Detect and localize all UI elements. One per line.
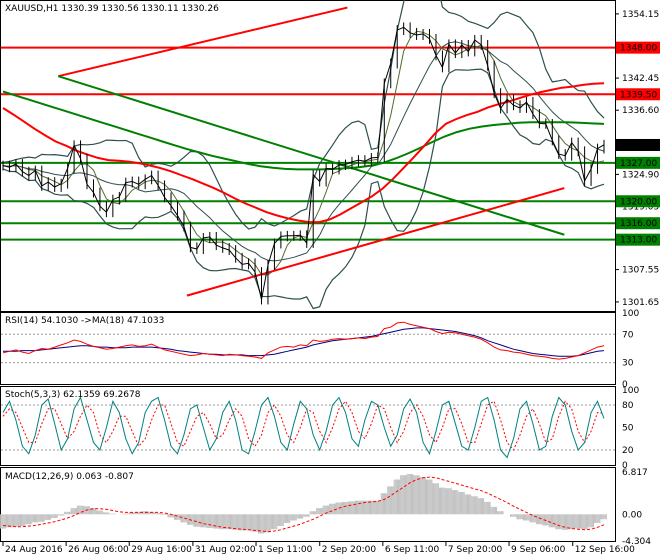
- stoch-tick-label: 100: [622, 386, 639, 396]
- y-tick-label: 1319.05: [622, 202, 659, 212]
- x-axis: 24 Aug 2016 26 Aug 06:00 29 Aug 16:00 31 Au…: [2, 542, 635, 555]
- x-tick-label: 1 Sep 11:00: [258, 545, 313, 555]
- trendline: [57, 75, 565, 236]
- rsi-line: [2, 321, 605, 360]
- x-tick-label: 31 Aug 02:00: [195, 545, 256, 555]
- level-label-box: [616, 217, 660, 230]
- bollinger-mid: [2, 41, 605, 262]
- x-tick-label: 29 Aug 16:00: [131, 545, 192, 555]
- x-tick-label: 12 Sep 16:00: [575, 545, 635, 555]
- stoch-panel: 100 80 50 20 0: [1, 386, 639, 471]
- rsi-tick-label: 70: [622, 330, 634, 340]
- level-label-box: [616, 88, 660, 101]
- macd-panel-frame: [0, 467, 616, 542]
- macd-tick-label: 6.817: [622, 468, 648, 478]
- level-label: 1327.00: [620, 159, 657, 169]
- x-tick-label: 7 Sep 20:00: [448, 545, 503, 555]
- level-label-box: [616, 156, 660, 169]
- rsi-tick-label: 0: [622, 380, 628, 390]
- macd-tick-label: 0.00: [622, 510, 642, 520]
- stoch-tick-label: 0: [622, 461, 628, 471]
- level-label: 1339.50: [620, 90, 657, 100]
- sma-slow-line: [2, 90, 605, 171]
- y-tick-label: 1342.45: [622, 74, 659, 84]
- rsi-title: RSI(14) 54.1030 ->MA(18) 47.1033: [5, 316, 164, 326]
- symbol-label: XAUUSD,H1: [5, 4, 59, 14]
- stoch-tick-label: 20: [622, 446, 634, 456]
- level-label-box: [616, 41, 660, 54]
- y-tick-label: 1336.60: [622, 106, 659, 116]
- y-tick-label: 1354.15: [622, 10, 659, 20]
- rsi-ma-line: [3, 327, 605, 357]
- macd-tick-label: -4.304: [622, 537, 651, 547]
- stoch-main-line: [2, 396, 605, 459]
- bollinger-upper: [2, 0, 605, 230]
- macd-signal-line: [2, 476, 605, 533]
- x-tick-label: 24 Aug 2016: [5, 545, 63, 555]
- trendline: [186, 187, 565, 297]
- y-tick-label: 1301.65: [622, 298, 659, 308]
- x-tick-label: 9 Sep 06:00: [511, 545, 566, 555]
- rsi-panel: 100 70 30 0: [1, 309, 639, 390]
- trendline: [58, 6, 348, 78]
- x-tick-label: 26 Aug 06:00: [68, 545, 129, 555]
- current-price-label: 1330.26: [620, 141, 657, 151]
- level-label: 1313.00: [620, 236, 657, 246]
- macd-title: MACD(12,26,9) 0.063 -0.807: [5, 472, 134, 482]
- level-label-box: [616, 233, 660, 246]
- stoch-panel-frame: [0, 386, 616, 466]
- rsi-tick-label: 100: [622, 309, 639, 319]
- price-line: [2, 26, 605, 300]
- x-tick-label: 6 Sep 11:00: [385, 545, 440, 555]
- rsi-tick-label: 30: [622, 359, 634, 369]
- main-panel-frame: [0, 0, 616, 312]
- main-panel: 1354.151348.301342.451336.601324.901319.…: [1, 0, 660, 310]
- y-tick-label: 1324.90: [622, 170, 659, 180]
- ema-fast: [2, 30, 605, 276]
- bollinger-lower: [2, 68, 605, 310]
- level-label-box: [616, 195, 660, 208]
- current-price-box: [616, 138, 660, 151]
- level-label: 1348.00: [620, 44, 657, 54]
- sma-fast-line: [2, 82, 605, 224]
- level-label: 1320.00: [620, 197, 657, 207]
- level-label: 1316.00: [620, 219, 657, 229]
- macd-panel: 6.817 0.00 -4.304: [0, 468, 651, 547]
- y-tick-label: 1307.55: [622, 266, 659, 276]
- stoch-tick-label: 80: [622, 401, 634, 411]
- stoch-tick-label: 50: [622, 424, 634, 434]
- x-tick-label: 2 Sep 20:00: [322, 545, 377, 555]
- ohlc-readout: 1330.39 1330.56 1330.11 1330.26: [61, 4, 219, 14]
- stoch-title: Stoch(5,3,3) 62.1359 69.2678: [5, 390, 141, 400]
- main-title: XAUUSD,H1 1330.39 1330.56 1330.11 1330.2…: [5, 4, 219, 14]
